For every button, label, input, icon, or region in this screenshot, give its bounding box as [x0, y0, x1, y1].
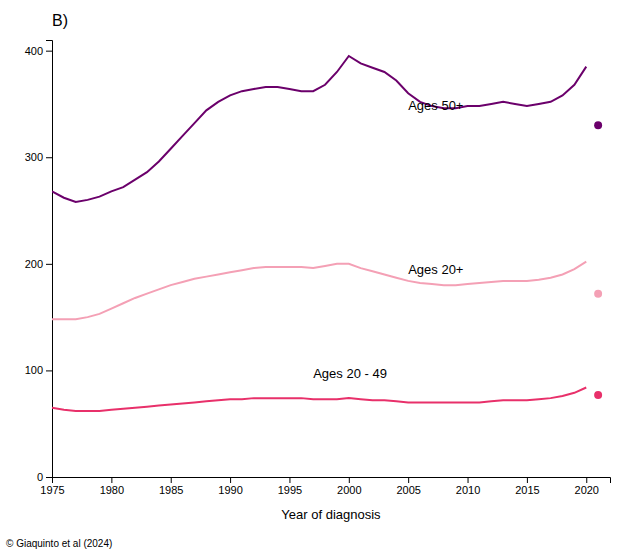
- y-tick: 300: [25, 151, 52, 163]
- y-tick-mark: [46, 370, 52, 371]
- x-tick-label: 1990: [218, 484, 242, 496]
- x-tick-label: 1980: [100, 484, 124, 496]
- y-tick-mark: [46, 477, 52, 478]
- x-tick-label: 2015: [515, 484, 539, 496]
- x-tick-mark: [171, 477, 172, 483]
- y-axis-line: [46, 41, 53, 478]
- y-tick-mark: [46, 264, 52, 265]
- y-tick-label: 300: [25, 151, 43, 163]
- x-tick: 1980: [100, 477, 124, 496]
- annotation: Ages 50+: [408, 98, 463, 113]
- y-tick-label: 0: [37, 471, 43, 483]
- x-tick: 2000: [337, 477, 361, 496]
- title: B): [52, 12, 68, 29]
- footnote: © Giaquinto et al (2024): [6, 538, 112, 549]
- x-axis-title: Year of diagnosis: [281, 507, 381, 522]
- x-tick-mark: [289, 477, 290, 483]
- y-tick-label: 200: [25, 258, 43, 270]
- x-tick-mark: [586, 477, 587, 483]
- x-tick-mark: [527, 477, 528, 483]
- x-tick-label: 2005: [396, 484, 420, 496]
- y-tick: 400: [25, 45, 52, 57]
- x-tick: 2005: [396, 477, 420, 496]
- x-tick-mark: [408, 477, 409, 483]
- y-tick-mark: [46, 157, 52, 158]
- series-line: [52, 387, 586, 410]
- point: [594, 121, 602, 129]
- x-tick: 1990: [218, 477, 242, 496]
- y-tick: 0: [37, 471, 52, 483]
- y-tick-mark: [46, 51, 52, 52]
- x-tick: 1975: [40, 477, 64, 496]
- plot: 1975198019851990199520002005201020152020…: [25, 41, 611, 496]
- y-tick-label: 100: [25, 364, 43, 376]
- x-tick: 2020: [575, 477, 599, 496]
- x-tick-mark: [230, 477, 231, 483]
- series-line: [52, 56, 586, 202]
- x-tick-label: 1975: [40, 484, 64, 496]
- x-tick-mark: [349, 477, 350, 483]
- y-tick: 100: [25, 364, 52, 376]
- x-tick-label: 1985: [159, 484, 183, 496]
- y-tick: 200: [25, 258, 52, 270]
- point: [594, 391, 602, 399]
- x-tick-mark: [468, 477, 469, 483]
- annotation: Ages 20 - 49: [313, 366, 387, 381]
- x-axis: 1975 1980 1985 1990 1995 2000 2005 2010 2015 2020: [40, 477, 610, 496]
- x-tick-label: 1995: [278, 484, 302, 496]
- annotation: Ages 20+: [408, 262, 463, 277]
- x-tick-label: 2000: [337, 484, 361, 496]
- x-tick: 2010: [456, 477, 480, 496]
- point: [594, 290, 602, 298]
- y-tick-label: 400: [25, 45, 43, 57]
- x-tick-label: 2010: [456, 484, 480, 496]
- x-tick: 1985: [159, 477, 183, 496]
- x-axis-line: [53, 478, 611, 484]
- chart: 1975198019851990199520002005201020152020…: [0, 0, 634, 555]
- marks: [52, 56, 602, 411]
- x-tick-label: 2020: [575, 484, 599, 496]
- x-tick: 2015: [515, 477, 539, 496]
- x-tick-mark: [111, 477, 112, 483]
- x-tick: 1995: [278, 477, 302, 496]
- y-axis: 0 100 200 300 400: [25, 41, 53, 484]
- series-line: [52, 262, 586, 320]
